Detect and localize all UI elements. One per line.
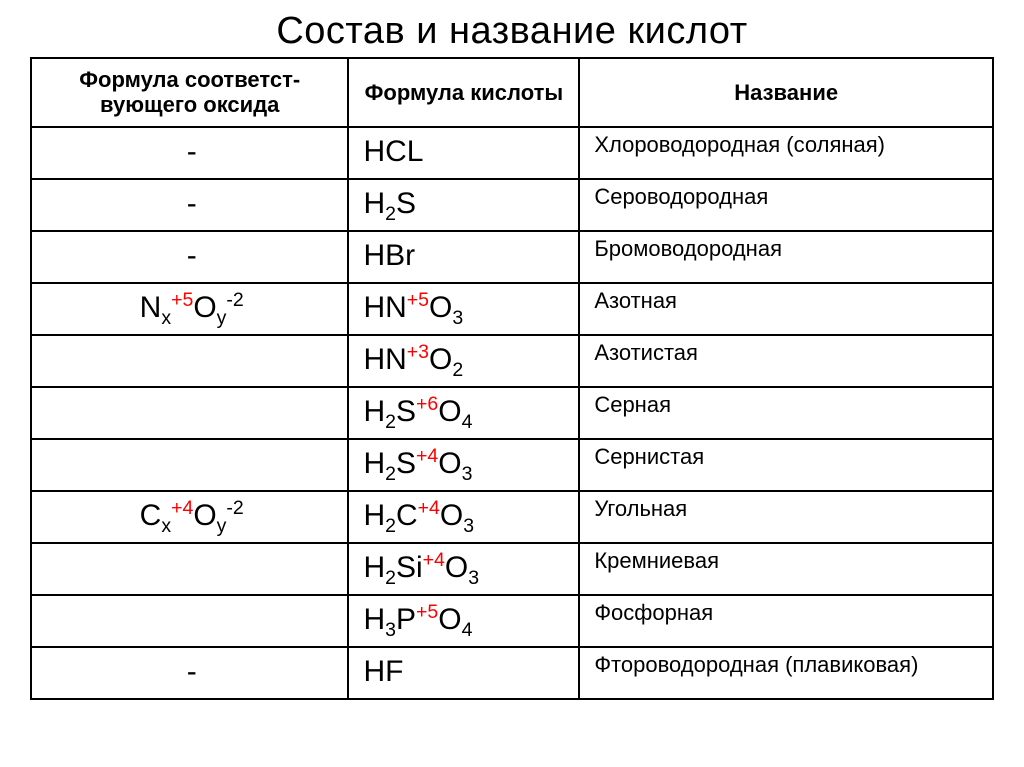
table-row: Cx+4Oy-2H2C+4O3Угольная bbox=[31, 491, 993, 543]
acid-name-cell: Серная bbox=[579, 387, 993, 439]
table-body: -HCLХлороводородная (соляная)-H2SСеровод… bbox=[31, 127, 993, 699]
table-row: Nx+5Oy-2HN+5O3Азотная bbox=[31, 283, 993, 335]
acid-name-cell: Фосфорная bbox=[579, 595, 993, 647]
oxide-formula-cell bbox=[31, 387, 348, 439]
table-row: -H2SСероводородная bbox=[31, 179, 993, 231]
acid-formula-cell: H3P+5O4 bbox=[348, 595, 579, 647]
acid-formula-cell: HCL bbox=[348, 127, 579, 179]
oxide-formula-cell: Nx+5Oy-2 bbox=[31, 283, 348, 335]
acid-name-cell: Угольная bbox=[579, 491, 993, 543]
table-row: -HCLХлороводородная (соляная) bbox=[31, 127, 993, 179]
acid-name-cell: Сернистая bbox=[579, 439, 993, 491]
table-row: H2S+4O3Сернистая bbox=[31, 439, 993, 491]
acid-formula-cell: H2S+4O3 bbox=[348, 439, 579, 491]
acid-name-cell: Кремниевая bbox=[579, 543, 993, 595]
col-header-acid: Формула кислоты bbox=[348, 58, 579, 127]
table-row: H3P+5O4Фосфорная bbox=[31, 595, 993, 647]
acid-formula-cell: HBr bbox=[348, 231, 579, 283]
table-row: -HFФтороводородная (плавиковая) bbox=[31, 647, 993, 699]
table-row: H2Si+4O3Кремниевая bbox=[31, 543, 993, 595]
oxide-formula-cell bbox=[31, 595, 348, 647]
acid-name-cell: Азотная bbox=[579, 283, 993, 335]
acid-name-cell: Бромоводородная bbox=[579, 231, 993, 283]
col-header-oxide: Формула соответст- вующего оксида bbox=[31, 58, 348, 127]
acid-name-cell: Хлороводородная (соляная) bbox=[579, 127, 993, 179]
oxide-formula-cell: - bbox=[31, 127, 348, 179]
oxide-formula-cell: - bbox=[31, 179, 348, 231]
acid-name-cell: Фтороводородная (плавиковая) bbox=[579, 647, 993, 699]
col-header-name: Название bbox=[579, 58, 993, 127]
acid-formula-cell: H2S bbox=[348, 179, 579, 231]
acid-name-cell: Азотистая bbox=[579, 335, 993, 387]
table-row: HN+3O2Азотистая bbox=[31, 335, 993, 387]
acid-name-cell: Сероводородная bbox=[579, 179, 993, 231]
table-header-row: Формула соответст- вующего оксида Формул… bbox=[31, 58, 993, 127]
acid-formula-cell: H2C+4O3 bbox=[348, 491, 579, 543]
page-container: Состав и название кислот Формула соответ… bbox=[0, 0, 1024, 700]
acid-formula-cell: HF bbox=[348, 647, 579, 699]
oxide-formula-cell: - bbox=[31, 231, 348, 283]
oxide-formula-cell: Cx+4Oy-2 bbox=[31, 491, 348, 543]
acid-formula-cell: HN+3O2 bbox=[348, 335, 579, 387]
oxide-formula-cell bbox=[31, 543, 348, 595]
acid-formula-cell: H2Si+4O3 bbox=[348, 543, 579, 595]
oxide-formula-cell bbox=[31, 439, 348, 491]
acid-formula-cell: HN+5O3 bbox=[348, 283, 579, 335]
acid-formula-cell: H2S+6O4 bbox=[348, 387, 579, 439]
page-title: Состав и название кислот bbox=[30, 10, 994, 53]
table-row: -HBrБромоводородная bbox=[31, 231, 993, 283]
acids-table: Формула соответст- вующего оксида Формул… bbox=[30, 57, 994, 700]
oxide-formula-cell bbox=[31, 335, 348, 387]
table-row: H2S+6O4Серная bbox=[31, 387, 993, 439]
oxide-formula-cell: - bbox=[31, 647, 348, 699]
